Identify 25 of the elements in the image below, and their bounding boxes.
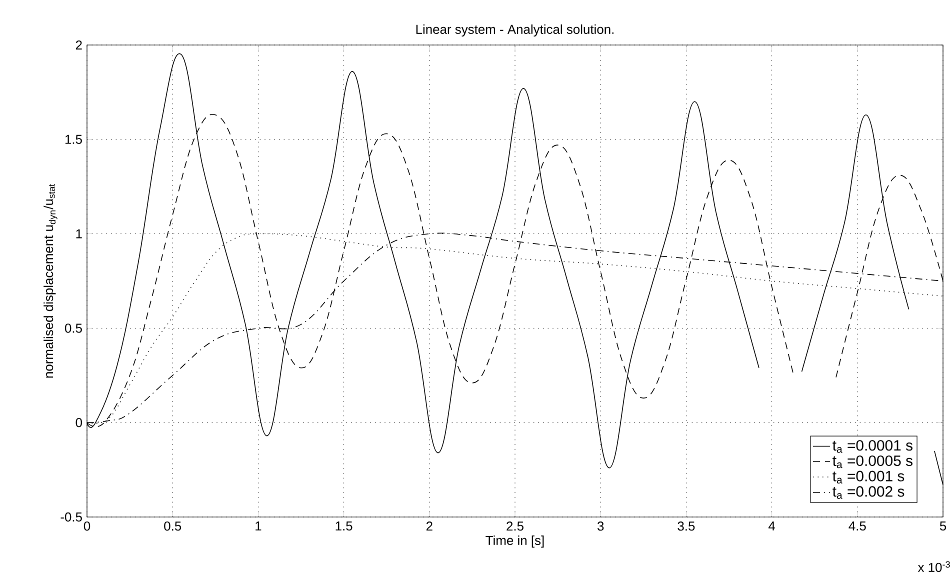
x-tick-label: 5 <box>940 522 946 531</box>
x-tick-label: 4 <box>768 522 776 530</box>
x-tick-label: 2.5 <box>506 522 524 531</box>
x-tick-label: 0 <box>84 522 90 531</box>
x-axis-title: Time in [s] <box>486 536 544 548</box>
x-tick-label: 4.5 <box>848 522 866 531</box>
x-tick-label: 0.5 <box>164 522 182 531</box>
text: x 10$^{-3}$ <box>918 561 950 572</box>
legend-label: t$_{a}$ =0.001 s <box>832 470 904 484</box>
legend-label: t$_{a}$ =0.002 s <box>832 486 904 499</box>
x-tick-label: 2 <box>426 522 432 531</box>
y-tick-label: 2 <box>76 40 82 50</box>
y-tick-label: 0.5 <box>64 324 82 333</box>
y-axis-title: normalised displacement u$_{dyn}$/u$_{stat}$ <box>44 184 58 378</box>
x-tick-label: 3 <box>598 522 604 531</box>
legend-label: t$_{a}$ =0.0005 s <box>832 455 912 468</box>
y-tick-label: -0.5 <box>60 512 82 522</box>
x-tick-label: 1.5 <box>336 522 352 531</box>
x-tick-label: 3.5 <box>678 522 695 531</box>
legend-label: t$_{a}$ =0.0001 s <box>832 440 912 453</box>
y-tick-label: 1.5 <box>65 134 82 144</box>
y-tick-label: 0 <box>76 418 82 428</box>
y-tick-label: 1 <box>76 229 82 238</box>
x-tick-label: 1 <box>256 522 262 530</box>
chart-title: Linear system - Analytical solution. <box>416 24 614 37</box>
